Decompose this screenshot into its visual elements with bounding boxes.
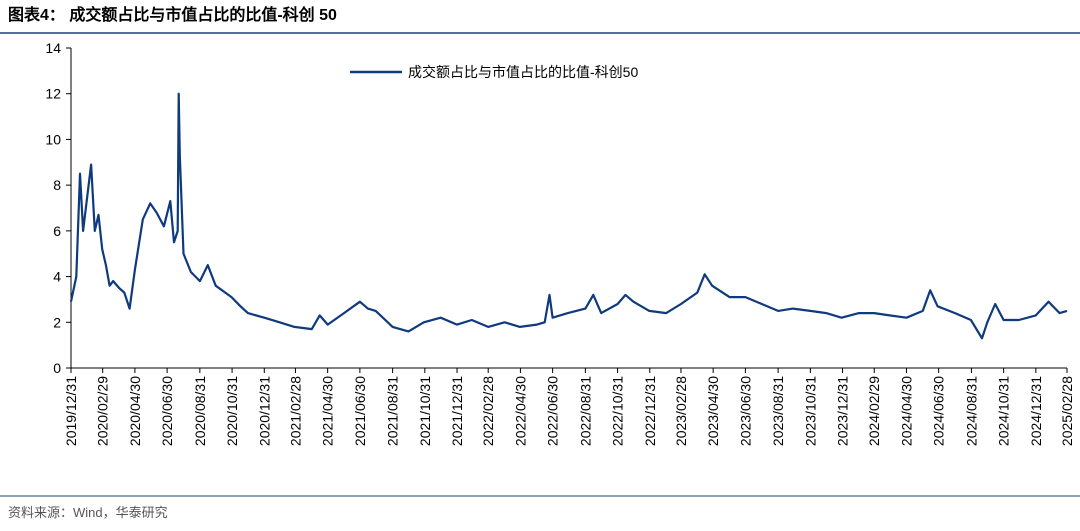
x-tick-label: 2022/04/30 <box>512 376 528 446</box>
y-tick-label: 14 <box>45 40 61 56</box>
x-tick-label: 2023/04/30 <box>705 376 721 446</box>
y-tick-label: 10 <box>45 131 61 147</box>
x-tick-label: 2020/10/31 <box>224 376 240 446</box>
y-tick-label: 6 <box>53 223 61 239</box>
x-tick-label: 2025/02/28 <box>1059 376 1075 446</box>
x-tick-label: 2021/12/31 <box>449 376 465 446</box>
x-tick-label: 2024/12/31 <box>1028 376 1044 446</box>
source: 资料来源：Wind，华泰研究 <box>8 505 168 520</box>
y-tick-label: 2 <box>53 314 61 330</box>
x-tick-label: 2020/08/31 <box>192 376 208 446</box>
y-tick-label: 4 <box>53 269 61 285</box>
x-tick-label: 2023/08/31 <box>770 376 786 446</box>
chart-title: 图表4： 成交额占比与市值占比的比值-科创 50 <box>8 5 337 24</box>
x-tick-label: 2024/10/31 <box>996 376 1012 446</box>
x-tick-label: 2020/04/30 <box>127 376 143 446</box>
y-tick-label: 0 <box>53 360 61 376</box>
x-tick-label: 2020/02/29 <box>95 376 111 446</box>
x-tick-label: 2022/10/31 <box>610 376 626 446</box>
x-tick-label: 2022/08/31 <box>577 376 593 446</box>
x-tick-label: 2024/08/31 <box>963 376 979 446</box>
x-tick-label: 2023/02/28 <box>673 376 689 446</box>
x-tick-label: 2020/12/31 <box>256 376 272 446</box>
x-tick-label: 2019/12/31 <box>63 376 79 446</box>
series-line <box>69 92 1068 340</box>
x-tick-label: 2020/06/30 <box>159 376 175 446</box>
x-tick-label: 2021/10/31 <box>417 376 433 446</box>
x-tick-label: 2021/02/28 <box>287 376 303 446</box>
x-tick-label: 2023/06/30 <box>737 376 753 446</box>
legend-label: 成交额占比与市值占比的比值-科创50 <box>408 64 638 80</box>
x-tick-label: 2021/06/30 <box>352 376 368 446</box>
x-tick-label: 2024/02/29 <box>866 376 882 446</box>
x-tick-label: 2023/10/31 <box>802 376 818 446</box>
x-tick-label: 2021/08/31 <box>385 376 401 446</box>
y-tick-label: 8 <box>53 177 61 193</box>
x-tick-label: 2023/12/31 <box>835 376 851 446</box>
x-tick-label: 2022/02/28 <box>480 376 496 446</box>
x-tick-label: 2022/12/31 <box>642 376 658 446</box>
x-tick-label: 2024/06/30 <box>931 376 947 446</box>
x-tick-label: 2021/04/30 <box>320 376 336 446</box>
y-tick-label: 12 <box>45 86 61 102</box>
x-tick-label: 2022/06/30 <box>545 376 561 446</box>
x-tick-label: 2024/04/30 <box>898 376 914 446</box>
